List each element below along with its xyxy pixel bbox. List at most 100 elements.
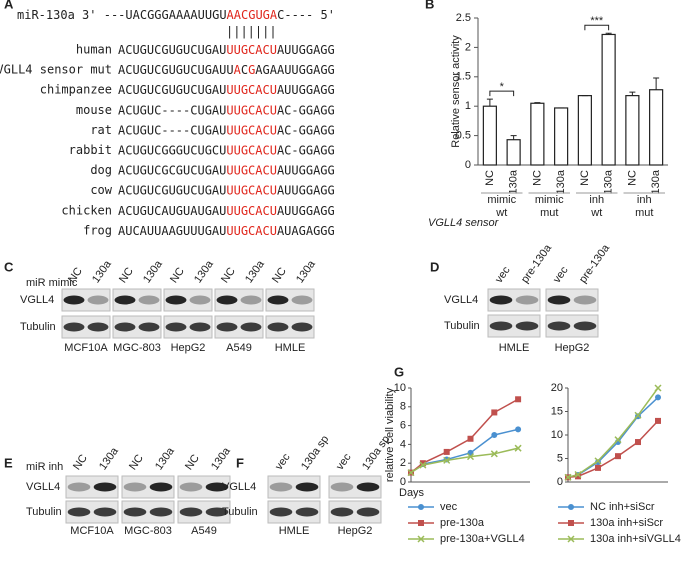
- blot-band: [205, 507, 229, 517]
- legend-label: vec: [440, 501, 458, 513]
- aligned-sequence: AUCAUUAAGUUUGAUUUGCACUAUAGAGGG: [118, 223, 335, 237]
- cell-line-label: HepG2: [338, 525, 373, 537]
- point: [655, 394, 661, 401]
- point: [443, 448, 450, 455]
- point: [491, 432, 498, 438]
- blot-band: [93, 507, 117, 517]
- blot-band: [547, 321, 571, 331]
- cell-line-label: MGC-803: [124, 525, 172, 537]
- error-bar: [534, 102, 541, 104]
- blot-strip: [177, 475, 231, 499]
- sequence-segment: AUUGGAGG: [277, 43, 335, 57]
- sequence-segment: UUGCACU: [226, 143, 277, 157]
- lane-label: vec: [493, 264, 513, 285]
- sequence-segment: AUCAUUAAGUUUGAU: [118, 223, 226, 237]
- point: [443, 456, 451, 464]
- y-tick-label: 0: [465, 159, 471, 171]
- series-line: [410, 447, 519, 474]
- blot-band: [165, 295, 187, 305]
- legend-marker: [568, 504, 574, 510]
- bar: [554, 107, 569, 166]
- blot-band: [205, 482, 229, 492]
- sequence-segment: AC-GGAGG: [277, 103, 335, 117]
- lane-label: 130a: [97, 445, 121, 473]
- x-tick-label: NC: [484, 170, 496, 186]
- legend-marker: [568, 520, 574, 526]
- cell-line-label: HMLE: [279, 525, 310, 537]
- blot-strip: [121, 475, 175, 499]
- blot-strip: [61, 315, 111, 339]
- point: [514, 444, 522, 452]
- group-sensor: mut: [540, 207, 558, 219]
- sequence-segment: G: [248, 63, 255, 77]
- bar: [601, 33, 616, 166]
- lane-label: 130a: [90, 258, 114, 286]
- group-sensor: wt: [495, 207, 507, 219]
- lane-label: 130a: [141, 258, 165, 286]
- significance-label: ***: [590, 15, 604, 27]
- species-name: chicken: [61, 203, 112, 217]
- series-line: [567, 396, 659, 479]
- bar: [625, 95, 640, 166]
- blot-strip: [487, 314, 541, 338]
- blot-header: miR inh: [26, 461, 63, 473]
- x-tick-label: NC: [531, 170, 543, 186]
- lane-label: 130a: [209, 445, 233, 473]
- sequence-segment: AUAGAGGG: [277, 223, 335, 237]
- sequence-segment: C---- 5': [277, 8, 335, 22]
- blot-strip: [163, 288, 213, 312]
- sequence-segment: UUGCACU: [226, 83, 277, 97]
- point: [515, 396, 522, 403]
- group-treatment: inh: [589, 194, 604, 206]
- blot-band: [114, 295, 136, 305]
- row-label: Tubulin: [444, 320, 480, 332]
- blot-band: [547, 295, 571, 305]
- aligned-sequence: ACUGUCGUGUCUGAUUUGCACUAUUGGAGG: [118, 183, 335, 197]
- y-axis-label: relative cell viability: [384, 387, 396, 482]
- y-tick-label: 0: [400, 476, 406, 488]
- group-title: VGLL4 sensor: [428, 217, 500, 229]
- legend-label: NC inh+siScr: [590, 501, 655, 513]
- blot-strip: [177, 500, 231, 524]
- blot-band: [87, 295, 109, 305]
- sequence-segment: AUUGGAGG: [277, 183, 335, 197]
- y-tick-label: 0: [557, 476, 563, 488]
- cell-line-label: HepG2: [171, 342, 206, 354]
- blot-band: [240, 295, 262, 305]
- lane-label: NC: [219, 265, 238, 285]
- cell-line-label: MCF10A: [64, 342, 108, 354]
- blot-band: [269, 482, 293, 492]
- sequence-segment: ACUGUCGUGUCUGAUU: [118, 63, 234, 77]
- cell-line-label: A549: [191, 525, 217, 537]
- blot-strip: [265, 288, 315, 312]
- point: [594, 457, 602, 465]
- y-tick-label: 6: [400, 420, 406, 432]
- bar: [482, 105, 497, 166]
- species-name: cow: [90, 183, 112, 197]
- blot-band: [114, 322, 136, 332]
- point: [595, 459, 601, 466]
- x-tick-label: 130a: [555, 169, 567, 194]
- group-sensor: wt: [590, 207, 602, 219]
- point: [574, 470, 582, 479]
- lane-label: vec: [273, 451, 293, 472]
- lane-label: 130a: [243, 258, 267, 286]
- blot-band: [295, 507, 319, 517]
- blot-strip: [214, 288, 264, 312]
- sequence-segment: ACUGUC----CUGAU: [118, 123, 226, 137]
- legend-label: 130a inh+siVGLL4: [590, 533, 681, 545]
- y-tick-label: 2.5: [456, 12, 471, 24]
- point: [419, 460, 426, 467]
- blot-band: [189, 322, 211, 332]
- species-name: VGLL4 sensor mut: [0, 63, 112, 77]
- species-name: chimpanzee: [40, 83, 112, 97]
- cell-line-label: MCF10A: [70, 525, 114, 537]
- legend-marker: [567, 535, 575, 543]
- sequence-segment: UUGCACU: [226, 103, 277, 117]
- point: [614, 436, 622, 444]
- blot-band: [489, 321, 513, 331]
- sequence-segment: ACUGUCGUGUCUGAU: [118, 83, 226, 97]
- error-bar: [653, 77, 660, 90]
- y-tick-label: 1.5: [456, 71, 471, 83]
- cell-line-label: HMLE: [275, 342, 306, 354]
